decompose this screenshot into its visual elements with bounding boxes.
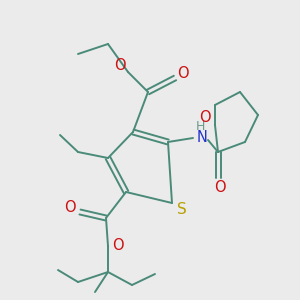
Text: O: O xyxy=(112,238,124,253)
Text: H: H xyxy=(195,121,205,134)
Text: O: O xyxy=(214,181,226,196)
Text: S: S xyxy=(177,202,187,217)
Text: O: O xyxy=(199,110,211,124)
Text: O: O xyxy=(114,58,126,74)
Text: N: N xyxy=(196,130,207,145)
Text: O: O xyxy=(64,200,76,215)
Text: O: O xyxy=(177,67,189,82)
